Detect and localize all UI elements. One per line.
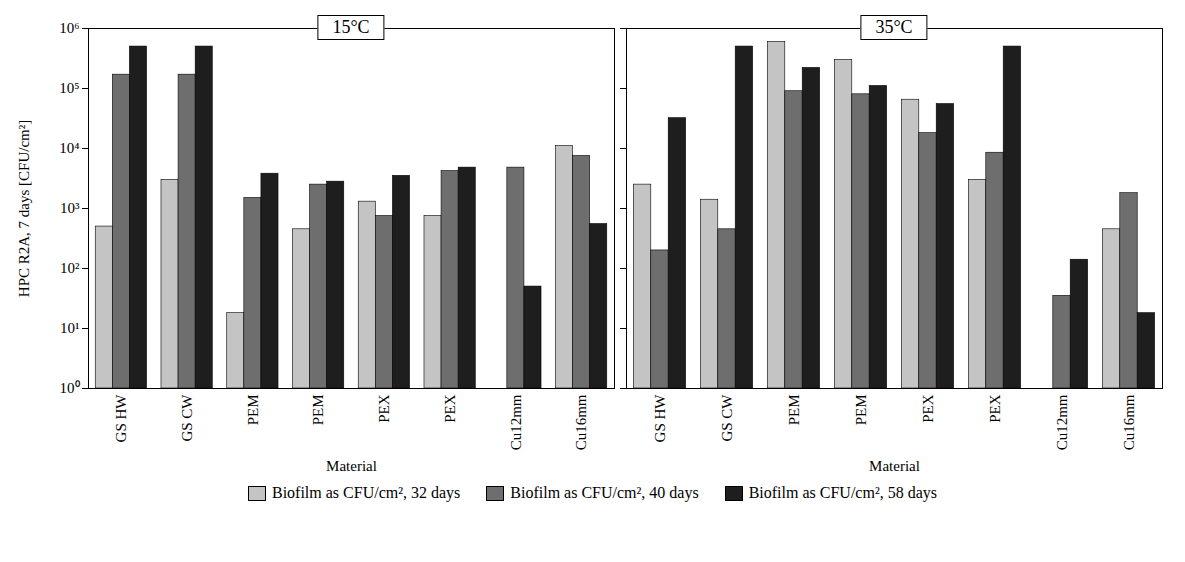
svg-text:Material: Material <box>869 458 920 474</box>
html-text:Biofilm as CFU/cm², 32 days: Biofilm as CFU/cm², 32 days <box>272 484 461 501</box>
svg-text:PEM: PEM <box>786 395 802 426</box>
svg-text:10⁰: 10⁰ <box>60 380 80 396</box>
svg-text:PEX: PEX <box>442 394 458 423</box>
svg-text:10²: 10² <box>60 260 80 276</box>
svg-text:Cu12mm: Cu12mm <box>1054 394 1070 450</box>
svg-text:PEX: PEX <box>376 394 392 423</box>
svg-text:10⁶: 10⁶ <box>59 20 79 36</box>
svg-text:GS HW: GS HW <box>113 394 129 443</box>
svg-text:PEM: PEM <box>245 395 261 426</box>
svg-text:GS CW: GS CW <box>179 394 195 442</box>
svg-text:Material: Material <box>326 458 377 474</box>
svg-text:10¹: 10¹ <box>60 320 80 336</box>
svg-text:Cu12mm: Cu12mm <box>508 394 524 450</box>
html-text:35°C: 35°C <box>875 17 913 37</box>
svg-text:PEX: PEX <box>987 394 1003 423</box>
svg-text:PEX: PEX <box>920 394 936 423</box>
svg-text:10³: 10³ <box>60 200 80 216</box>
svg-text:PEM: PEM <box>853 395 869 426</box>
svg-text:Cu16mm: Cu16mm <box>1121 394 1137 450</box>
svg-text:10⁵: 10⁵ <box>59 80 79 96</box>
svg-text:GS HW: GS HW <box>652 394 668 443</box>
html-text:Biofilm as CFU/cm², 58 days: Biofilm as CFU/cm², 58 days <box>748 484 937 501</box>
svg-text:PEM: PEM <box>310 395 326 426</box>
svg-text:Cu16mm: Cu16mm <box>573 394 589 450</box>
svg-text:GS CW: GS CW <box>719 394 735 442</box>
svg-text:HPC R2A, 7 days [CFU/cm²]: HPC R2A, 7 days [CFU/cm²] <box>16 120 32 297</box>
svg-text:10⁴: 10⁴ <box>59 140 79 156</box>
html-text:Biofilm as CFU/cm², 40 days: Biofilm as CFU/cm², 40 days <box>510 484 699 501</box>
html-text:15°C: 15°C <box>332 17 370 37</box>
